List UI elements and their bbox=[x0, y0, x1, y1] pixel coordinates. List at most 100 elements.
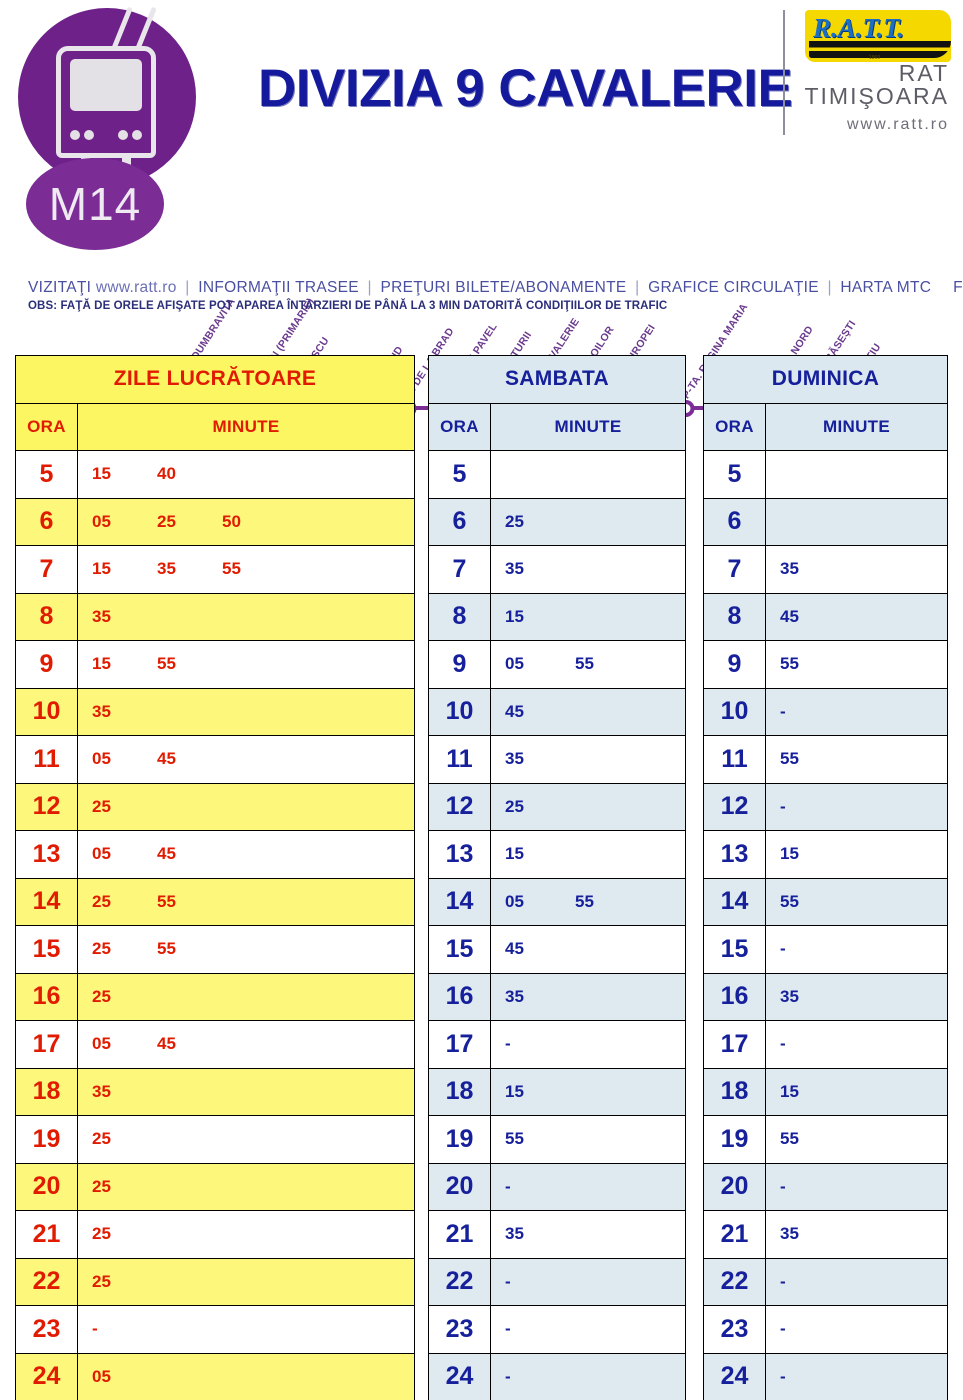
minute-value: - bbox=[780, 1271, 786, 1291]
minutes-cell: 35 bbox=[77, 592, 415, 641]
table-row: 17 05 45 bbox=[15, 1020, 415, 1069]
minutes-cell: 35 bbox=[77, 687, 415, 736]
minute-value: 25 bbox=[92, 796, 111, 816]
minutes-cell: 35 bbox=[490, 545, 686, 594]
minutes-cell: - bbox=[490, 1257, 686, 1306]
nav-link-forum[interactable]: FORUM bbox=[953, 279, 963, 296]
table-row: 6 25 bbox=[428, 497, 686, 546]
minute-value: 15 bbox=[92, 654, 111, 674]
table-row: 14 05 55 bbox=[428, 877, 686, 926]
delay-notice: OBS: FAŢĂ DE ORELE AFIŞATE POT APAREA ÎN… bbox=[28, 300, 668, 312]
hour-cell: 7 bbox=[15, 545, 78, 594]
saturday-col-hour: ORA bbox=[428, 402, 491, 451]
table-row: 17- bbox=[703, 1020, 948, 1069]
minute-value: 55 bbox=[222, 559, 241, 579]
minutes-cell: - bbox=[765, 1257, 948, 1306]
sunday-col-minutes: MINUTE bbox=[765, 402, 948, 451]
minutes-cell: 55 bbox=[765, 1115, 948, 1164]
nav-link-harta-mtc[interactable]: HARTA MTC bbox=[840, 279, 932, 296]
minute-value: - bbox=[780, 1034, 786, 1054]
table-row: 16 35 bbox=[428, 972, 686, 1021]
minute-value: 35 bbox=[780, 559, 799, 579]
table-row: 21 35 bbox=[428, 1210, 686, 1259]
minute-value: 55 bbox=[157, 891, 176, 911]
minute-value: 40 bbox=[157, 464, 176, 484]
nav-site-url[interactable]: www.ratt.ro bbox=[95, 279, 177, 296]
table-row: 24- bbox=[703, 1352, 948, 1400]
minutes-cell: 25 bbox=[490, 497, 686, 546]
minute-value: 45 bbox=[505, 701, 524, 721]
table-row: 15- bbox=[703, 925, 948, 974]
weekday-col-hour: ORA bbox=[15, 402, 78, 451]
minutes-cell: 35 bbox=[490, 735, 686, 784]
minutes-cell: 15 bbox=[490, 1067, 686, 1116]
minutes-cell: 25 bbox=[490, 782, 686, 831]
table-row: 18 35 bbox=[15, 1067, 415, 1116]
minute-value: 15 bbox=[505, 606, 524, 626]
nav-link-preturi-bilete[interactable]: PREŢURI BILETE/ABONAMENTE bbox=[380, 279, 627, 296]
nav-link-informatii-trasee[interactable]: INFORMAŢII TRASEE bbox=[198, 279, 359, 296]
hour-cell: 11 bbox=[15, 735, 78, 784]
table-row: 23- bbox=[428, 1305, 686, 1354]
minute-value: 15 bbox=[780, 844, 799, 864]
hour-cell: 12 bbox=[15, 782, 78, 831]
hour-cell: 6 bbox=[428, 497, 491, 546]
hour-cell: 21 bbox=[703, 1210, 766, 1259]
minutes-cell: 25 bbox=[77, 972, 415, 1021]
minutes-cell: - bbox=[490, 1352, 686, 1400]
table-row: 21 35 bbox=[703, 1210, 948, 1259]
minute-value: - bbox=[505, 1271, 511, 1291]
weekday-table-body: 5 15 40 6 05 25 50 7 15 35 55 8 35 9 15 55 10 35 11 05 45 12 2… bbox=[15, 450, 415, 1400]
hour-cell: 7 bbox=[703, 545, 766, 594]
minute-value: - bbox=[780, 1319, 786, 1339]
nav-separator: | bbox=[635, 279, 640, 296]
minute-value: 35 bbox=[780, 986, 799, 1006]
sunday-table-title: DUMINICA bbox=[703, 355, 948, 404]
hour-cell: 23 bbox=[15, 1305, 78, 1354]
minute-value: - bbox=[505, 1366, 511, 1386]
minutes-cell: 05 55 bbox=[490, 877, 686, 926]
hour-cell: 20 bbox=[15, 1162, 78, 1211]
minutes-cell: 55 bbox=[490, 1115, 686, 1164]
hour-cell: 22 bbox=[15, 1257, 78, 1306]
minutes-cell: 05 bbox=[77, 1352, 415, 1400]
minutes-cell bbox=[765, 497, 948, 546]
sunday-col-hour: ORA bbox=[703, 402, 766, 451]
hour-cell: 20 bbox=[428, 1162, 491, 1211]
minute-value: 05 bbox=[92, 1366, 111, 1386]
minute-value: 05 bbox=[92, 844, 111, 864]
minute-value: 25 bbox=[92, 1129, 111, 1149]
bus-lamp-icon bbox=[84, 130, 94, 140]
bus-lamp-icon bbox=[132, 130, 142, 140]
minute-value: 45 bbox=[505, 939, 524, 959]
nav-separator: | bbox=[367, 279, 372, 296]
table-row: 13 15 bbox=[428, 830, 686, 879]
minutes-cell: 35 bbox=[765, 1210, 948, 1259]
hour-cell: 5 bbox=[428, 450, 491, 499]
minute-value: 05 bbox=[92, 1034, 111, 1054]
minutes-cell: - bbox=[765, 925, 948, 974]
nav-link-grafice-circulatie[interactable]: GRAFICE CIRCULAŢIE bbox=[648, 279, 819, 296]
minutes-cell: - bbox=[765, 1020, 948, 1069]
minutes-cell: 15 35 55 bbox=[77, 545, 415, 594]
hour-cell: 24 bbox=[703, 1352, 766, 1400]
minute-value: 45 bbox=[780, 606, 799, 626]
minutes-cell: 55 bbox=[765, 877, 948, 926]
minutes-cell: - bbox=[765, 1305, 948, 1354]
nav-separator: | bbox=[827, 279, 832, 296]
table-row: 23- bbox=[15, 1305, 415, 1354]
minute-value: 25 bbox=[505, 511, 524, 531]
minute-value: 25 bbox=[92, 1224, 111, 1244]
minutes-cell: - bbox=[77, 1305, 415, 1354]
minutes-cell bbox=[490, 450, 686, 499]
table-row: 7 15 35 55 bbox=[15, 545, 415, 594]
brand-url[interactable]: www.ratt.ro bbox=[846, 116, 949, 133]
bus-body-shape bbox=[56, 46, 156, 175]
minutes-cell: 25 bbox=[77, 1257, 415, 1306]
hour-cell: 24 bbox=[428, 1352, 491, 1400]
hour-cell: 16 bbox=[428, 972, 491, 1021]
hour-cell: 20 bbox=[703, 1162, 766, 1211]
minutes-cell: - bbox=[765, 1352, 948, 1400]
minute-value: 25 bbox=[92, 986, 111, 1006]
minute-value: 55 bbox=[780, 1129, 799, 1149]
